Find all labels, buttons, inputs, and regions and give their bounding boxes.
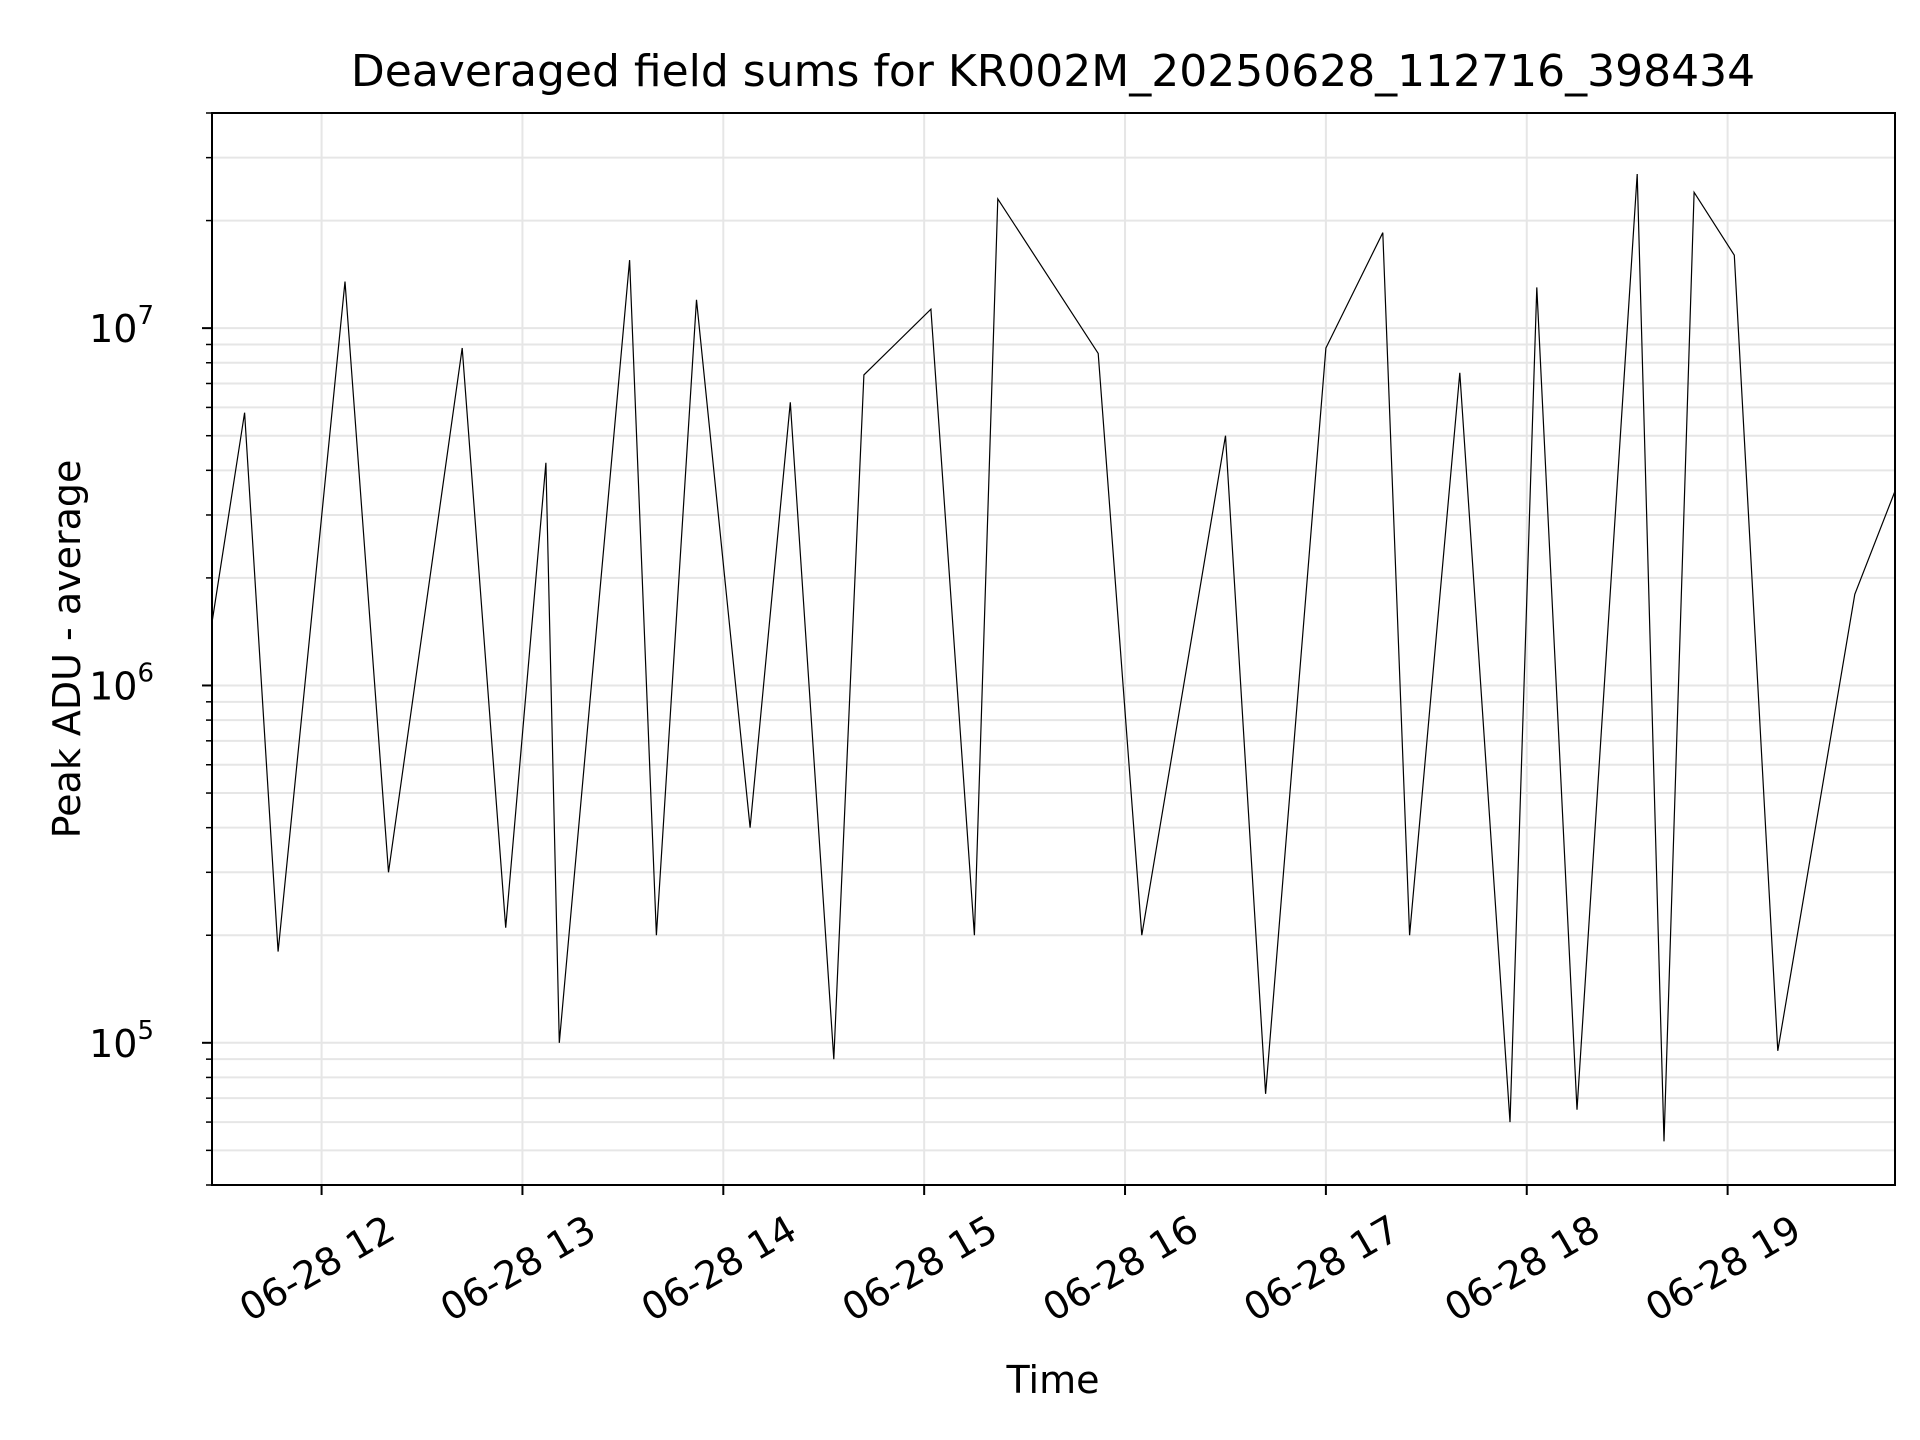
y-tick-label: 106 — [89, 658, 154, 708]
y-tick-label: 107 — [89, 301, 154, 351]
x-axis-label: Time — [1006, 1358, 1100, 1402]
x-tick-label: 06-28 18 — [1437, 1207, 1607, 1331]
x-tick-label: 06-28 12 — [232, 1207, 402, 1331]
chart-title: Deaveraged field sums for KR002M_2025062… — [351, 46, 1755, 97]
y-axis-label: Peak ADU - average — [45, 460, 89, 839]
grid-lines — [212, 112, 1895, 1186]
x-tick-label: 06-28 15 — [835, 1207, 1005, 1331]
series-layer — [211, 173, 1896, 1142]
x-tick-label: 06-28 14 — [634, 1207, 804, 1331]
x-tick-label: 06-28 16 — [1036, 1207, 1206, 1331]
series-line — [211, 173, 1896, 1142]
y-tick-label: 105 — [89, 1016, 154, 1066]
x-tick-label: 06-28 13 — [433, 1207, 603, 1331]
plot-frame — [211, 112, 1896, 1186]
x-tick-label: 06-28 17 — [1236, 1207, 1406, 1331]
x-tick-label: 06-28 19 — [1638, 1207, 1808, 1331]
